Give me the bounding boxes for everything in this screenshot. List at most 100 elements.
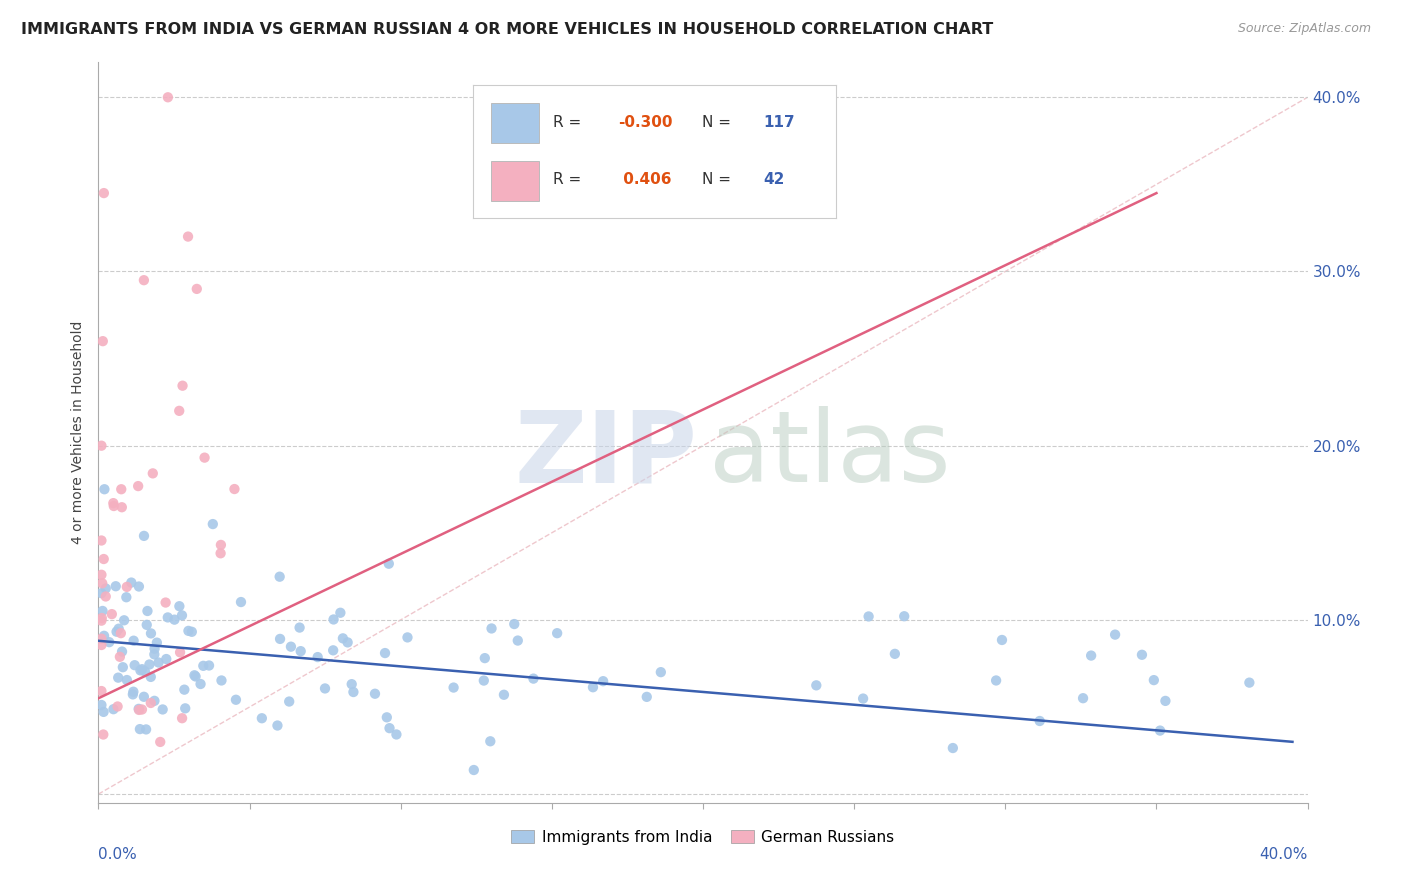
Point	[340, 677, 363, 691]
Point	[852, 691, 875, 706]
Point	[169, 599, 191, 614]
Point	[111, 500, 134, 515]
Point	[503, 617, 526, 632]
Point	[111, 660, 134, 674]
Point	[190, 677, 212, 691]
Point	[266, 718, 288, 732]
Point	[1149, 723, 1171, 738]
Point	[142, 467, 165, 481]
Point	[378, 721, 401, 735]
Point	[183, 668, 205, 682]
Point	[374, 646, 396, 660]
Point	[90, 614, 112, 628]
Point	[329, 606, 352, 620]
Point	[472, 673, 495, 688]
Point	[201, 517, 224, 532]
Point	[1130, 648, 1153, 662]
Point	[250, 711, 273, 725]
Point	[91, 576, 114, 591]
Point	[479, 734, 502, 748]
Point	[138, 657, 160, 672]
Point	[134, 665, 156, 679]
Point	[124, 658, 146, 673]
Point	[198, 658, 221, 673]
Point	[194, 450, 217, 465]
Point	[156, 610, 179, 624]
Point	[1239, 675, 1261, 690]
Text: ZIP: ZIP	[515, 407, 697, 503]
Point	[93, 482, 115, 496]
Point	[90, 632, 112, 646]
Point	[143, 648, 166, 662]
Point	[93, 552, 115, 566]
Point	[173, 682, 195, 697]
Point	[184, 669, 207, 683]
Point	[143, 694, 166, 708]
Point	[278, 694, 301, 708]
Point	[506, 633, 529, 648]
Point	[122, 633, 145, 648]
Point	[224, 482, 246, 496]
Point	[115, 673, 138, 687]
Point	[1154, 694, 1177, 708]
Point	[167, 404, 190, 418]
Point	[443, 681, 465, 695]
Point	[128, 722, 150, 736]
Point	[127, 479, 149, 493]
Point	[180, 624, 202, 639]
Point	[139, 670, 162, 684]
Point	[163, 613, 186, 627]
Point	[128, 580, 150, 594]
Point	[91, 334, 114, 348]
Point	[115, 591, 138, 605]
Point	[112, 613, 135, 627]
Point	[132, 529, 155, 543]
Point	[121, 687, 143, 701]
Point	[115, 580, 138, 594]
Point	[155, 652, 177, 666]
Point	[806, 678, 828, 692]
Point	[883, 647, 905, 661]
Point	[522, 672, 544, 686]
Point	[269, 570, 291, 584]
Point	[229, 595, 252, 609]
Point	[364, 687, 387, 701]
Point	[942, 741, 965, 756]
Point	[172, 711, 194, 725]
Point	[288, 621, 311, 635]
Point	[93, 186, 115, 200]
Text: 40.0%: 40.0%	[1260, 847, 1308, 863]
Point	[481, 622, 503, 636]
Point	[582, 680, 605, 694]
Point	[90, 533, 112, 548]
Point	[636, 690, 658, 704]
Text: atlas: atlas	[709, 407, 950, 503]
Point	[105, 624, 128, 639]
Point	[111, 644, 134, 658]
Point	[128, 703, 150, 717]
Point	[132, 273, 155, 287]
Point	[156, 90, 179, 104]
Point	[211, 673, 233, 688]
Point	[131, 702, 153, 716]
Point	[332, 632, 354, 646]
Point	[110, 482, 132, 496]
Point	[893, 609, 915, 624]
Point	[90, 684, 112, 698]
Point	[93, 629, 115, 643]
Point	[108, 649, 131, 664]
Point	[342, 685, 364, 699]
Point	[132, 690, 155, 704]
Text: IMMIGRANTS FROM INDIA VS GERMAN RUSSIAN 4 OR MORE VEHICLES IN HOUSEHOLD CORRELAT: IMMIGRANTS FROM INDIA VS GERMAN RUSSIAN …	[21, 22, 994, 37]
Point	[103, 496, 125, 510]
Point	[90, 638, 112, 652]
Legend: Immigrants from India, German Russians: Immigrants from India, German Russians	[505, 823, 901, 851]
Point	[148, 656, 170, 670]
Point	[91, 727, 114, 741]
Point	[1028, 714, 1050, 728]
Point	[135, 723, 157, 737]
Point	[91, 604, 114, 618]
Point	[107, 699, 129, 714]
Point	[1143, 673, 1166, 687]
Point	[103, 702, 125, 716]
